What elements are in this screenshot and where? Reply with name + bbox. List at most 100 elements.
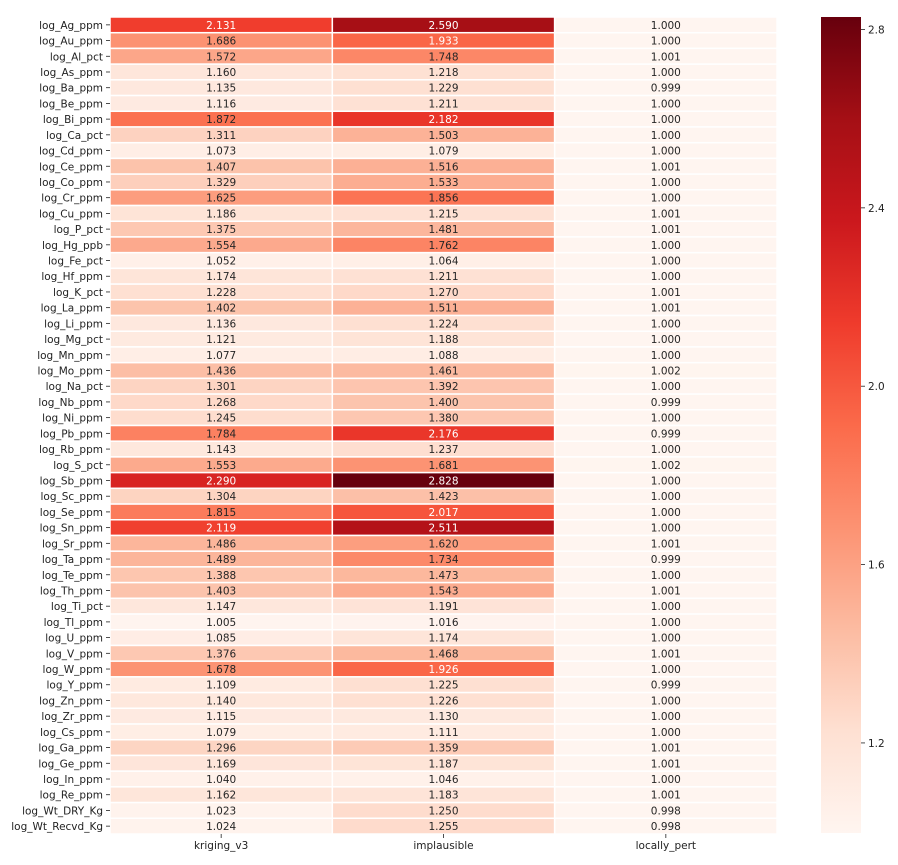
row-label: log_Cu_ppm: [39, 208, 103, 220]
cell-value-label: 2.511: [428, 523, 458, 535]
cell-value-label: 1.000: [651, 350, 681, 362]
cell-value-label: 1.024: [206, 821, 236, 833]
cell-value-label: 1.001: [651, 538, 681, 550]
cell-value-label: 1.402: [206, 303, 236, 315]
cell-value-label: 1.225: [428, 680, 458, 692]
cell-value-label: 0.999: [651, 680, 681, 692]
cell-value-label: 1.572: [206, 51, 236, 63]
row-label: log_Y_ppm: [47, 680, 103, 692]
cell-value-label: 1.554: [206, 240, 236, 252]
cell-value-label: 1.229: [428, 83, 458, 95]
cell-value-label: 1.000: [651, 727, 681, 739]
cell-value-label: 1.000: [651, 664, 681, 676]
cell-value-label: 1.403: [206, 585, 236, 597]
cell-value-label: 1.553: [206, 460, 236, 472]
cell-value-label: 1.000: [651, 523, 681, 535]
cell-value-label: 1.226: [428, 695, 458, 707]
cell-value-label: 1.088: [428, 350, 458, 362]
cell-value-label: 1.174: [206, 271, 236, 283]
cell-value-label: 1.000: [651, 193, 681, 205]
cell-value-label: 1.815: [206, 507, 236, 519]
cell-value-label: 1.686: [206, 36, 236, 48]
cell-value-label: 1.211: [428, 98, 458, 110]
column-label: kriging_v3: [194, 840, 248, 852]
cell-value-label: 1.468: [428, 648, 458, 660]
cell-value-label: 1.052: [206, 256, 236, 268]
column-label: implausible: [413, 840, 473, 852]
cell-value-label: 1.872: [206, 114, 236, 126]
row-label: log_P_pct: [54, 224, 103, 236]
cell-value-label: 1.077: [206, 350, 236, 362]
row-label: log_Nb_ppm: [38, 397, 103, 409]
cell-value-label: 2.131: [206, 20, 236, 32]
cell-value-label: 1.079: [428, 146, 458, 158]
cell-value-label: 1.681: [428, 460, 458, 472]
row-label: log_Wt_Recvd_Kg: [11, 821, 103, 833]
row-label: log_Zn_ppm: [39, 695, 103, 707]
row-label: log_Sr_ppm: [42, 538, 103, 550]
row-label: log_Ga_ppm: [38, 743, 103, 755]
cell-value-label: 1.678: [206, 664, 236, 676]
row-label: log_Sn_ppm: [40, 523, 103, 535]
cell-value-label: 1.228: [206, 287, 236, 299]
cell-value-label: 1.174: [428, 633, 458, 645]
row-label: log_Bi_ppm: [43, 114, 103, 126]
cell-value-label: 1.000: [651, 507, 681, 519]
row-label: log_Ce_ppm: [39, 161, 103, 173]
cell-value-label: 1.000: [651, 444, 681, 456]
cell-value-label: 1.473: [428, 570, 458, 582]
cell-value-label: 1.160: [206, 67, 236, 79]
cell-value-label: 1.388: [206, 570, 236, 582]
cell-value-label: 1.543: [428, 585, 458, 597]
cell-value-label: 2.290: [206, 475, 236, 487]
row-label: log_Ta_ppm: [42, 554, 103, 566]
row-label: log_Cr_ppm: [41, 193, 103, 205]
cell-value-label: 1.211: [428, 271, 458, 283]
row-label: log_Mo_ppm: [37, 366, 103, 378]
row-label: log_Hg_ppb: [42, 240, 103, 252]
row-label: log_In_ppm: [43, 774, 103, 786]
cell-value-label: 1.486: [206, 538, 236, 550]
cell-value-label: 1.000: [651, 633, 681, 645]
cell-value-label: 1.000: [651, 381, 681, 393]
cell-value-label: 1.304: [206, 491, 236, 503]
cell-value-label: 1.130: [428, 711, 458, 723]
cell-value-label: 1.503: [428, 130, 458, 142]
cell-value-label: 1.311: [206, 130, 236, 142]
cell-value-label: 1.625: [206, 193, 236, 205]
cell-value-label: 1.245: [206, 413, 236, 425]
cell-value-label: 1.002: [651, 366, 681, 378]
cell-value-label: 1.620: [428, 538, 458, 550]
cell-value-label: 1.734: [428, 554, 458, 566]
cell-value-label: 1.111: [428, 727, 458, 739]
cell-value-label: 2.828: [428, 475, 458, 487]
cell-value-label: 1.183: [428, 790, 458, 802]
cell-value-label: 1.000: [651, 318, 681, 330]
cell-value-label: 1.000: [651, 271, 681, 283]
cell-value-label: 1.359: [428, 743, 458, 755]
cell-value-label: 1.296: [206, 743, 236, 755]
cell-value-label: 1.001: [651, 790, 681, 802]
cell-value-label: 1.329: [206, 177, 236, 189]
colorbar-tick-label: 1.2: [868, 738, 885, 750]
cell-value-label: 1.926: [428, 664, 458, 676]
colorbar-tick-label: 2.0: [868, 381, 885, 393]
cell-value-label: 1.856: [428, 193, 458, 205]
cell-value-label: 1.461: [428, 366, 458, 378]
cell-value-label: 1.016: [428, 617, 458, 629]
cell-value-label: 1.270: [428, 287, 458, 299]
row-label: log_Au_ppm: [39, 36, 103, 48]
row-label: log_S_pct: [53, 460, 103, 472]
cell-value-label: 1.000: [651, 617, 681, 629]
cell-value-label: 1.423: [428, 491, 458, 503]
row-label: log_Ti_pct: [51, 601, 103, 613]
cell-value-label: 1.000: [651, 114, 681, 126]
cell-value-label: 1.143: [206, 444, 236, 456]
cell-value-label: 1.301: [206, 381, 236, 393]
colorbar-gradient: [821, 17, 861, 833]
cell-value-label: 1.000: [651, 711, 681, 723]
row-label: log_Re_ppm: [40, 790, 103, 802]
row-label: log_Ca_pct: [46, 130, 103, 142]
row-label: log_Na_pct: [46, 381, 103, 393]
cell-value-label: 1.109: [206, 680, 236, 692]
